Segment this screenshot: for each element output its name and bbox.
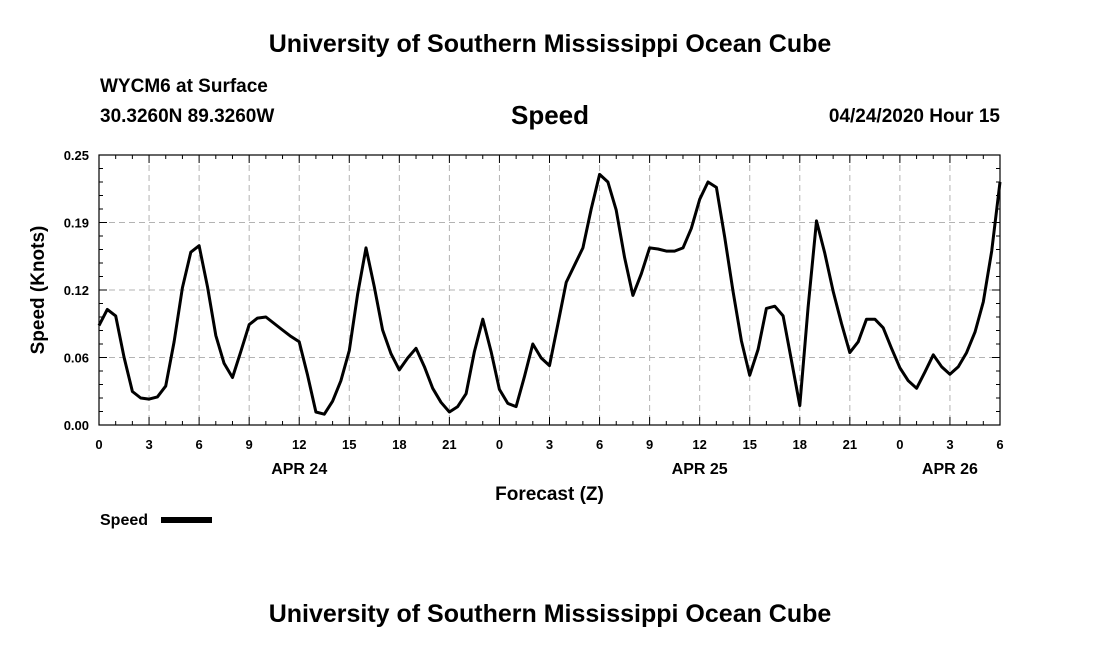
x-tick-label: 3 xyxy=(145,437,152,452)
coordinates-label: 30.3260N 89.3260W xyxy=(100,106,275,127)
series-line-speed xyxy=(97,172,1002,416)
forecast-datetime: 04/24/2020 Hour 15 xyxy=(828,106,1000,127)
top-title: University of Southern Mississippi Ocean… xyxy=(268,30,832,58)
y-tick-label: 0.06 xyxy=(64,351,89,366)
plot-frame xyxy=(98,154,1001,426)
x-tick-label: 0 xyxy=(95,437,102,452)
x-tick-label: 12 xyxy=(292,437,306,452)
date-label: APR 24 xyxy=(271,461,327,478)
legend-label: Speed xyxy=(100,512,148,529)
date-label: APR 26 xyxy=(922,461,978,478)
x-tick-label: 21 xyxy=(843,437,857,452)
x-tick-label: 9 xyxy=(646,437,653,452)
y-tick-label: 0.19 xyxy=(64,216,89,231)
x-tick-label: 12 xyxy=(692,437,706,452)
date-label: APR 25 xyxy=(672,461,728,478)
x-tick-label: 21 xyxy=(442,437,456,452)
x-tick-label: 6 xyxy=(596,437,603,452)
x-tick-label: 9 xyxy=(246,437,253,452)
x-tick-label: 18 xyxy=(392,437,406,452)
x-axis-label: Forecast (Z) xyxy=(495,484,604,505)
x-tick-label: 3 xyxy=(946,437,953,452)
y-tick-label: 0.00 xyxy=(64,418,89,433)
station-label: WYCM6 at Surface xyxy=(100,76,268,97)
footer-title: University of Southern Mississippi Ocean… xyxy=(268,600,832,628)
x-tick-label: 6 xyxy=(996,437,1003,452)
x-tick-label: 18 xyxy=(793,437,807,452)
x-tick-label: 0 xyxy=(496,437,503,452)
variable-title: Speed xyxy=(510,100,590,130)
y-tick-label: 0.12 xyxy=(64,283,89,298)
x-tick-label: 0 xyxy=(896,437,903,452)
x-tick-label: 6 xyxy=(195,437,202,452)
x-tick-label: 15 xyxy=(742,437,756,452)
x-tick-label: 3 xyxy=(546,437,553,452)
x-tick-label: 15 xyxy=(342,437,356,452)
y-tick-label: 0.25 xyxy=(64,148,89,163)
y-axis-label: Speed (Knots) xyxy=(28,226,49,355)
